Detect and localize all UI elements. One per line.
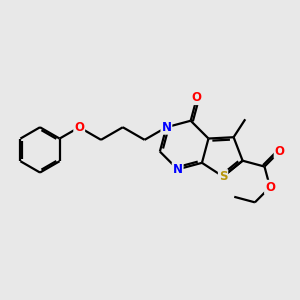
Text: O: O xyxy=(265,181,275,194)
Text: S: S xyxy=(219,170,227,183)
Text: N: N xyxy=(173,163,183,176)
Text: N: N xyxy=(161,121,171,134)
Text: O: O xyxy=(192,91,202,104)
Text: O: O xyxy=(74,121,84,134)
Text: O: O xyxy=(274,145,285,158)
